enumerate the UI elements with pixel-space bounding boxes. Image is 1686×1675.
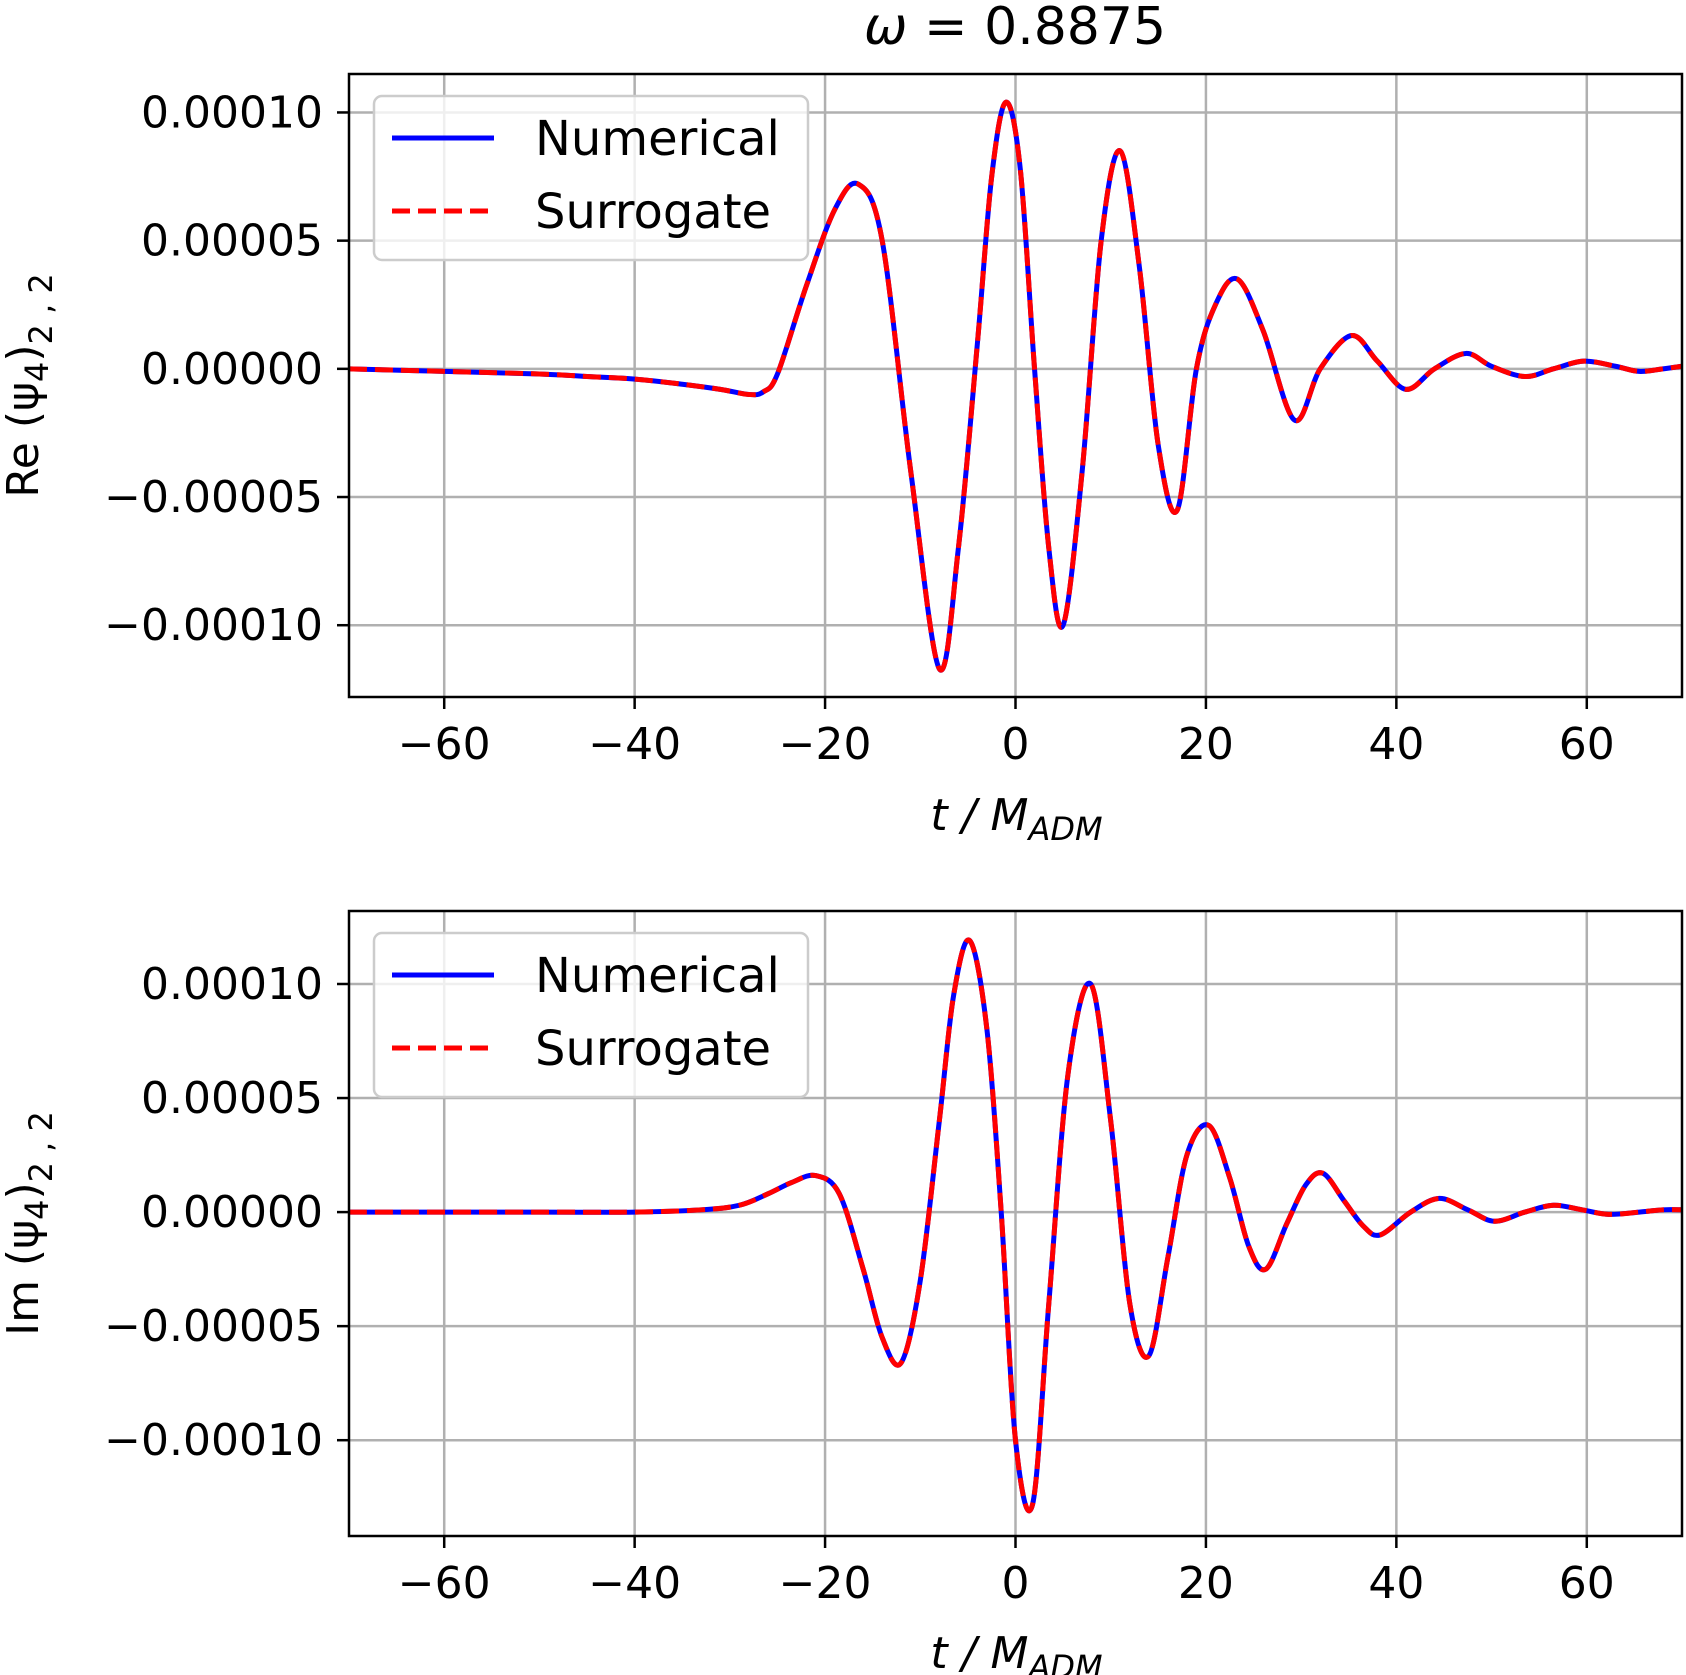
y-tick-label: 0.00005 — [141, 1073, 323, 1124]
series-line-surrogate — [349, 99, 1682, 673]
y-tick-label: −0.00010 — [104, 1415, 323, 1466]
x-tick-label: 60 — [1559, 719, 1615, 770]
x-tick-label: −60 — [398, 1558, 491, 1609]
x-tick-label: −20 — [779, 1558, 872, 1609]
x-tick-label: 20 — [1178, 719, 1234, 770]
figure-title: ω = 0.8875 — [864, 0, 1166, 57]
legend-label-numerical: Numerical — [535, 948, 780, 1004]
x-tick-label: −40 — [588, 1558, 681, 1609]
x-tick-label: 0 — [1002, 1558, 1030, 1609]
real-part-panel: −60 −40 −20 0 20 40 60 0.00010 0.00005 0.00000 −0.… — [0, 72, 1684, 848]
x-tick-label: −60 — [398, 719, 491, 770]
x-tick-label: 60 — [1559, 1558, 1615, 1609]
series-line-surrogate — [349, 937, 1682, 1514]
x-tick-label: 40 — [1368, 719, 1424, 770]
x-tick-label: −40 — [588, 719, 681, 770]
legend-label-numerical: Numerical — [535, 111, 780, 167]
y-axis-label: Im (ψ4)2 , 2 — [0, 1111, 60, 1336]
legend-label-surrogate: Surrogate — [535, 184, 771, 240]
y-tick-label: 0.00000 — [141, 344, 323, 395]
legend: Numerical Surrogate — [372, 94, 810, 262]
y-tick-label: 0.00005 — [141, 216, 323, 267]
x-tick-label: 40 — [1368, 1558, 1424, 1609]
y-tick-label: −0.00010 — [104, 600, 323, 651]
legend: Numerical Surrogate — [372, 931, 810, 1099]
y-tick-label: −0.00005 — [104, 1301, 323, 1352]
x-axis-label: t / MADM — [930, 1628, 1102, 1675]
y-tick-label: −0.00005 — [104, 472, 323, 523]
y-tick-label: 0.00010 — [141, 959, 323, 1010]
imaginary-part-panel: −60 −40 −20 0 20 40 60 0.00010 0.00005 0.00000 −0.… — [0, 909, 1684, 1675]
x-tick-label: 20 — [1178, 1558, 1234, 1609]
y-tick-label: 0.00010 — [141, 87, 323, 138]
x-tick-label: 0 — [1002, 719, 1030, 770]
y-tick-label: 0.00000 — [141, 1187, 323, 1238]
x-axis-label: t / MADM — [930, 790, 1102, 848]
y-axis-label: Re (ψ4)2 , 2 — [0, 273, 60, 498]
legend-label-surrogate: Surrogate — [535, 1021, 771, 1077]
x-tick-label: −20 — [779, 719, 872, 770]
